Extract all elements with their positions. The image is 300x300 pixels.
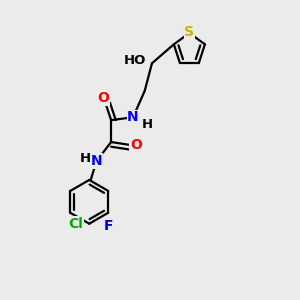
- Text: H: H: [79, 152, 90, 165]
- Text: N: N: [91, 154, 102, 168]
- Text: Cl: Cl: [68, 217, 83, 231]
- Text: O: O: [97, 91, 109, 105]
- Text: S: S: [184, 25, 194, 39]
- Text: F: F: [103, 219, 113, 232]
- Text: H: H: [142, 118, 153, 131]
- Text: HO: HO: [124, 55, 146, 68]
- Text: N: N: [127, 110, 139, 124]
- Text: O: O: [130, 138, 142, 152]
